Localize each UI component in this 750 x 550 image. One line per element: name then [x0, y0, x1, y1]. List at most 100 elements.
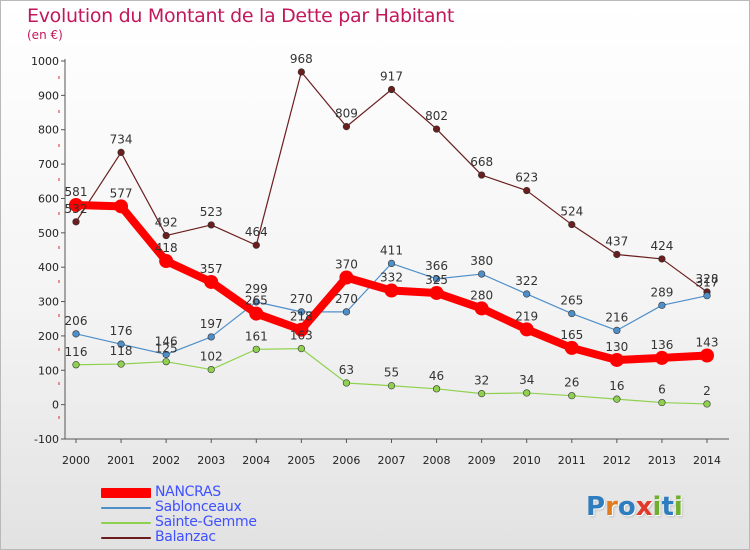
data-point [614, 327, 621, 334]
data-label: 2 [703, 384, 711, 398]
data-label: 270 [335, 292, 358, 306]
data-point [388, 260, 395, 267]
legend-swatch [101, 537, 151, 539]
x-tick-label: 2002 [152, 454, 180, 467]
data-label: 165 [560, 328, 583, 342]
data-point [208, 222, 215, 229]
x-tick-label: 2000 [62, 454, 90, 467]
proxiti-logo: Proxiti [586, 492, 683, 522]
data-point [118, 149, 125, 156]
data-label: 163 [290, 329, 313, 343]
legend-label: NANCRAS [155, 485, 221, 500]
legend-swatch [101, 522, 151, 524]
x-tick-label: 2007 [378, 454, 406, 467]
data-label: 270 [290, 292, 313, 306]
data-label: 325 [425, 273, 448, 287]
data-label: 532 [65, 202, 88, 216]
logo-letter: r [605, 492, 618, 522]
data-label: 809 [335, 107, 358, 121]
data-point [659, 256, 666, 263]
data-point [204, 275, 218, 289]
data-point [478, 172, 485, 179]
data-label: 332 [380, 271, 403, 285]
legend-swatch [101, 488, 151, 498]
x-tick-label: 2010 [513, 454, 541, 467]
x-tick-label: 2012 [603, 454, 631, 467]
x-tick-label: 2011 [558, 454, 586, 467]
data-point [163, 232, 170, 239]
data-label: 32 [474, 374, 489, 388]
x-tick-label: 2014 [693, 454, 721, 467]
data-point [568, 392, 575, 399]
data-label: 130 [605, 340, 628, 354]
data-label: 176 [110, 324, 133, 338]
x-tick-label: 2001 [107, 454, 135, 467]
data-point [339, 270, 353, 284]
data-label: 197 [200, 317, 223, 331]
data-point [614, 251, 621, 258]
data-label: 734 [110, 132, 133, 146]
data-label: 34 [519, 373, 534, 387]
data-label: 55 [384, 366, 399, 380]
data-point [523, 390, 530, 397]
y-tick-label: 900 [38, 89, 59, 102]
data-point [523, 187, 530, 194]
data-point [253, 346, 260, 353]
data-label: 437 [605, 234, 628, 248]
y-tick-label: 0 [52, 399, 59, 412]
data-point [208, 334, 215, 341]
data-label: 357 [200, 262, 223, 276]
x-tick-label: 2013 [648, 454, 676, 467]
logo-letter: x [636, 492, 653, 522]
data-point [298, 345, 305, 352]
data-point [700, 348, 714, 362]
data-label: 424 [650, 239, 673, 253]
x-tick-label: 2005 [287, 454, 315, 467]
data-label: 63 [339, 363, 354, 377]
legend-label: Sablonceaux [155, 500, 241, 515]
data-label: 464 [245, 225, 268, 239]
data-label: 623 [515, 171, 538, 185]
data-point [433, 386, 440, 393]
data-label: 968 [290, 52, 313, 66]
data-label: 411 [380, 243, 403, 257]
y-tick-label: 200 [38, 330, 59, 343]
data-point [704, 401, 711, 408]
data-label: 523 [200, 205, 223, 219]
data-label: 380 [470, 254, 493, 268]
y-tick-label: 600 [38, 192, 59, 205]
legend-label: Balanzac [155, 530, 216, 545]
data-label: 102 [200, 350, 223, 364]
data-label: 6 [658, 383, 666, 397]
data-point [523, 291, 530, 298]
data-point [568, 310, 575, 317]
data-point [388, 382, 395, 389]
data-point [475, 301, 489, 315]
x-tick-label: 2004 [242, 454, 270, 467]
data-point [343, 123, 350, 130]
data-label: 280 [470, 288, 493, 302]
data-label: 46 [429, 369, 444, 383]
data-label: 216 [605, 310, 628, 324]
x-tick-label: 2003 [197, 454, 225, 467]
data-point [478, 271, 485, 278]
data-label: 366 [425, 259, 448, 273]
data-point [249, 307, 263, 321]
data-point [433, 126, 440, 133]
data-point [610, 353, 624, 367]
data-label: 524 [560, 205, 583, 219]
data-point [565, 341, 579, 355]
data-label: 118 [110, 344, 133, 358]
data-label: 143 [696, 335, 719, 349]
data-label: 492 [155, 216, 178, 230]
data-point [655, 351, 669, 365]
data-point [659, 399, 666, 406]
y-tick-label: 800 [38, 124, 59, 137]
data-point [73, 331, 80, 338]
data-point [114, 199, 128, 213]
data-label: 317 [696, 276, 719, 290]
y-tick-label: 500 [38, 227, 59, 240]
logo-letter: o [618, 492, 636, 522]
y-tick-label: 1000 [31, 55, 59, 68]
